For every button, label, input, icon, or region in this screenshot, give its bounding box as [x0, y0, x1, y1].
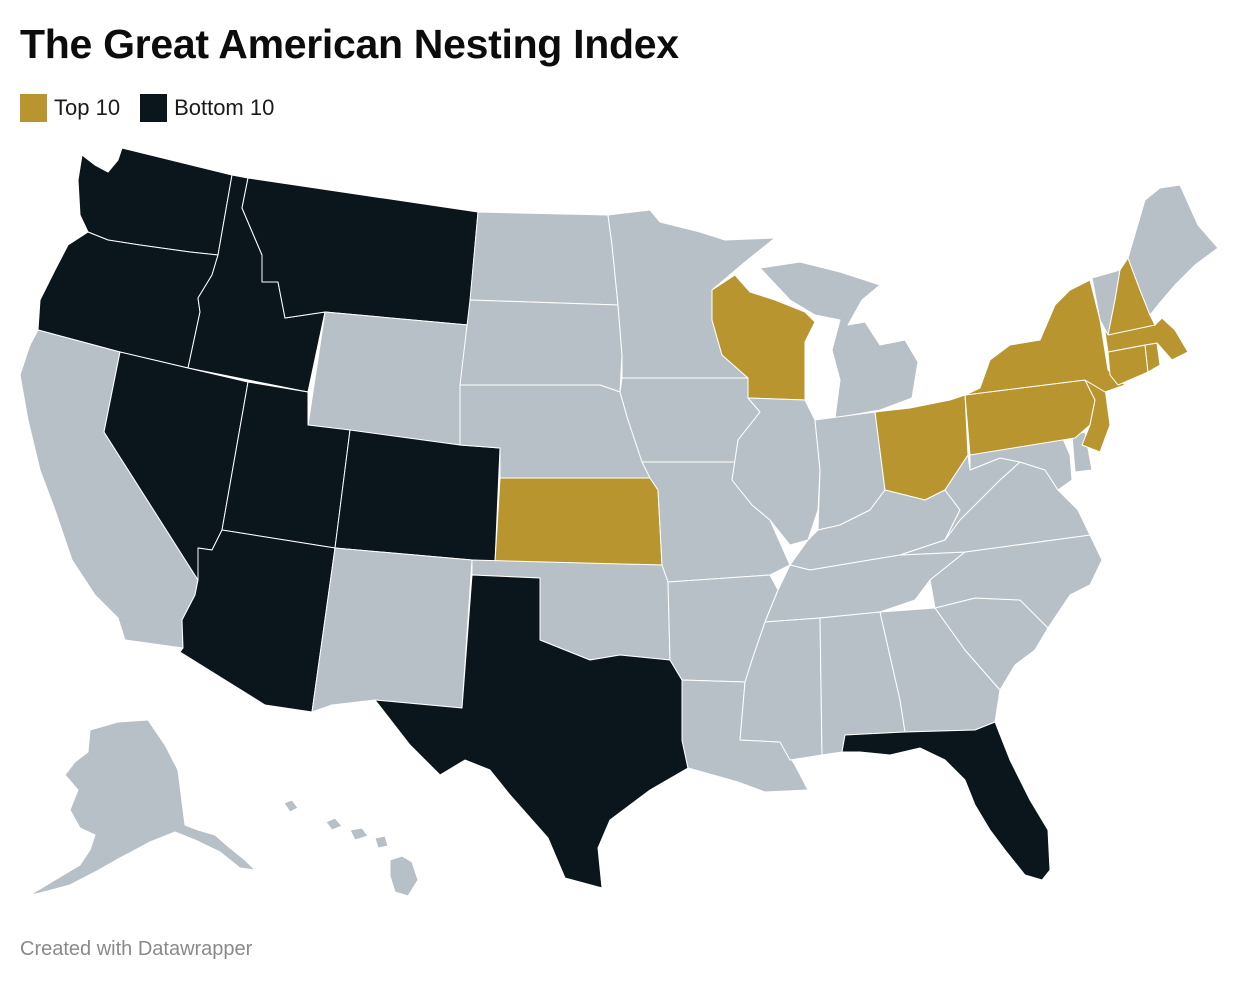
state-ma	[1104, 317, 1189, 361]
state-mi	[759, 261, 919, 419]
state-ak	[29, 719, 256, 896]
legend-item-top-10: Top 10	[20, 94, 120, 122]
state-co	[334, 429, 501, 563]
legend-label-bottom-10: Bottom 10	[174, 95, 275, 120]
state-nc	[929, 534, 1103, 629]
state-tx	[374, 574, 689, 889]
attribution-footer: Created with Datawrapper	[20, 938, 253, 960]
state-nm	[311, 547, 473, 713]
state-tn	[764, 551, 966, 623]
legend-item-bottom-10: Bottom 10	[140, 94, 274, 122]
state-ny	[964, 279, 1126, 396]
state-fl	[841, 721, 1051, 881]
state-me	[1127, 184, 1219, 316]
state-nd	[469, 211, 619, 306]
legend-swatch-top-10	[20, 94, 47, 122]
state-sd	[459, 299, 623, 393]
state-wi	[711, 274, 816, 401]
map-title: The Great American Nesting Index	[20, 21, 679, 67]
state-ks	[494, 477, 663, 566]
legend-label-top-10: Top 10	[54, 95, 121, 120]
legend: Top 10 Bottom 10	[20, 94, 274, 122]
state-az	[179, 529, 336, 713]
us-states-map	[19, 147, 1219, 897]
state-hi	[283, 799, 419, 897]
state-wy	[307, 311, 469, 446]
state-nj	[1081, 379, 1111, 453]
state-ri	[1144, 342, 1161, 373]
state-wv	[944, 454, 1021, 541]
legend-swatch-bottom-10	[140, 94, 168, 122]
